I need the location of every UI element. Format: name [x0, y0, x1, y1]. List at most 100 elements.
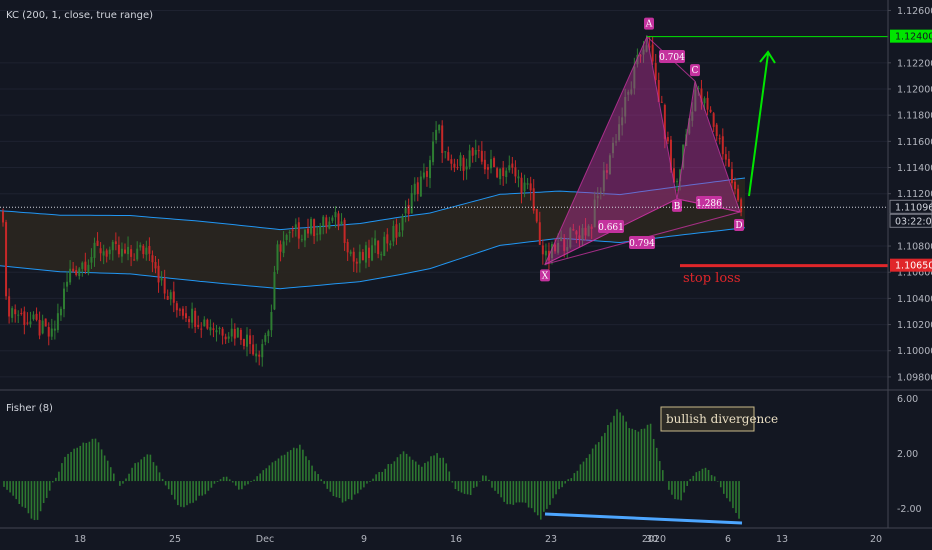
candle	[84, 252, 87, 275]
svg-text:1.286: 1.286	[696, 199, 722, 209]
svg-text:1.10650: 1.10650	[895, 261, 932, 272]
candle	[368, 239, 370, 267]
candle	[435, 121, 438, 144]
candle	[209, 319, 212, 336]
candle	[700, 79, 703, 110]
candlestick-series[interactable]	[2, 35, 743, 367]
candle	[346, 238, 349, 262]
price-tick-label: 1.12000	[897, 84, 932, 95]
fisher-indicator-title[interactable]: Fisher (8)	[6, 403, 53, 414]
candle	[526, 177, 529, 190]
keltner-upper-band	[0, 177, 746, 231]
candle	[322, 214, 325, 235]
candle	[532, 179, 535, 214]
candle	[294, 218, 297, 237]
candle	[117, 236, 120, 258]
candle	[557, 233, 560, 255]
candle	[319, 222, 322, 241]
price-axis[interactable]: 1.12600 1.12200 1.12000 1.11800 1.11600 1.114…	[888, 6, 932, 383]
candle	[255, 343, 258, 363]
time-tick-label: 20	[870, 534, 882, 545]
candle	[612, 137, 614, 158]
candle	[154, 256, 157, 274]
candle	[20, 308, 23, 316]
candle	[520, 172, 523, 204]
candle	[297, 217, 300, 249]
candle	[242, 338, 245, 350]
time-tick-label: Dec	[256, 534, 274, 545]
candle	[395, 218, 398, 245]
candle	[273, 265, 276, 311]
candle	[200, 322, 203, 338]
candle	[120, 242, 123, 263]
fisher-axis[interactable]: 6.00 2.00 -2.00	[897, 394, 922, 515]
stop-loss-label: stop loss	[683, 271, 741, 286]
target-arrow[interactable]	[748, 50, 776, 197]
candle	[429, 155, 431, 189]
candle	[194, 307, 197, 334]
fisher-histogram[interactable]	[3, 409, 740, 521]
candle	[410, 185, 413, 214]
candle	[203, 316, 206, 327]
price-tick-label: 1.12200	[897, 58, 932, 69]
candle	[490, 149, 492, 174]
candle	[480, 141, 483, 165]
candle	[715, 122, 718, 142]
candle	[721, 128, 724, 160]
candle	[38, 311, 41, 340]
candle	[69, 260, 72, 285]
divergence-line[interactable]	[544, 512, 743, 525]
candle	[108, 246, 111, 260]
candle	[349, 249, 352, 257]
candle	[291, 225, 294, 238]
candle	[496, 166, 499, 179]
candle	[569, 226, 572, 249]
candle	[72, 261, 75, 273]
time-tick-label: 23	[545, 534, 557, 545]
candle	[215, 325, 218, 342]
candle	[35, 307, 38, 322]
candle	[191, 302, 194, 329]
candle	[303, 229, 306, 248]
candle	[44, 318, 47, 327]
candle	[93, 237, 96, 267]
candle	[334, 206, 337, 228]
time-tick-label: 18	[74, 534, 86, 545]
candle	[142, 244, 145, 259]
candle	[230, 318, 233, 342]
current-price-tag: 1.11096	[889, 199, 932, 214]
keltner-channel-fill	[0, 178, 745, 289]
fisher-tick-label: 6.00	[897, 394, 918, 405]
candle	[511, 156, 514, 174]
svg-text:B: B	[674, 202, 681, 212]
price-tick-label: 1.10400	[897, 294, 932, 305]
candle	[337, 210, 340, 231]
svg-text:1.11096: 1.11096	[895, 202, 932, 213]
candle	[505, 167, 508, 184]
candle	[352, 247, 355, 273]
candle	[90, 248, 93, 269]
price-tick-label: 1.11400	[897, 163, 932, 174]
candle	[279, 240, 282, 262]
candle	[206, 318, 209, 330]
harmonic-pattern[interactable]: X A B C D 0.704 0.661 1.286 0.794	[540, 17, 744, 282]
candle	[212, 322, 215, 338]
candle	[676, 178, 679, 192]
candle	[99, 242, 102, 262]
candle	[453, 158, 456, 173]
candle	[737, 184, 740, 202]
price-tick-label: 1.11200	[897, 189, 932, 200]
candle	[630, 81, 633, 96]
main-indicator-title[interactable]: KC (200, 1, close, true range)	[6, 10, 153, 21]
candle	[608, 153, 611, 175]
price-tick-label: 1.09800	[897, 372, 932, 383]
candle	[59, 306, 62, 321]
candle	[374, 230, 377, 254]
pattern-point-c: C	[690, 64, 700, 77]
candle	[246, 327, 248, 357]
svg-text:03:22:09: 03:22:09	[895, 216, 932, 227]
candle	[151, 250, 154, 273]
candle	[41, 314, 44, 335]
